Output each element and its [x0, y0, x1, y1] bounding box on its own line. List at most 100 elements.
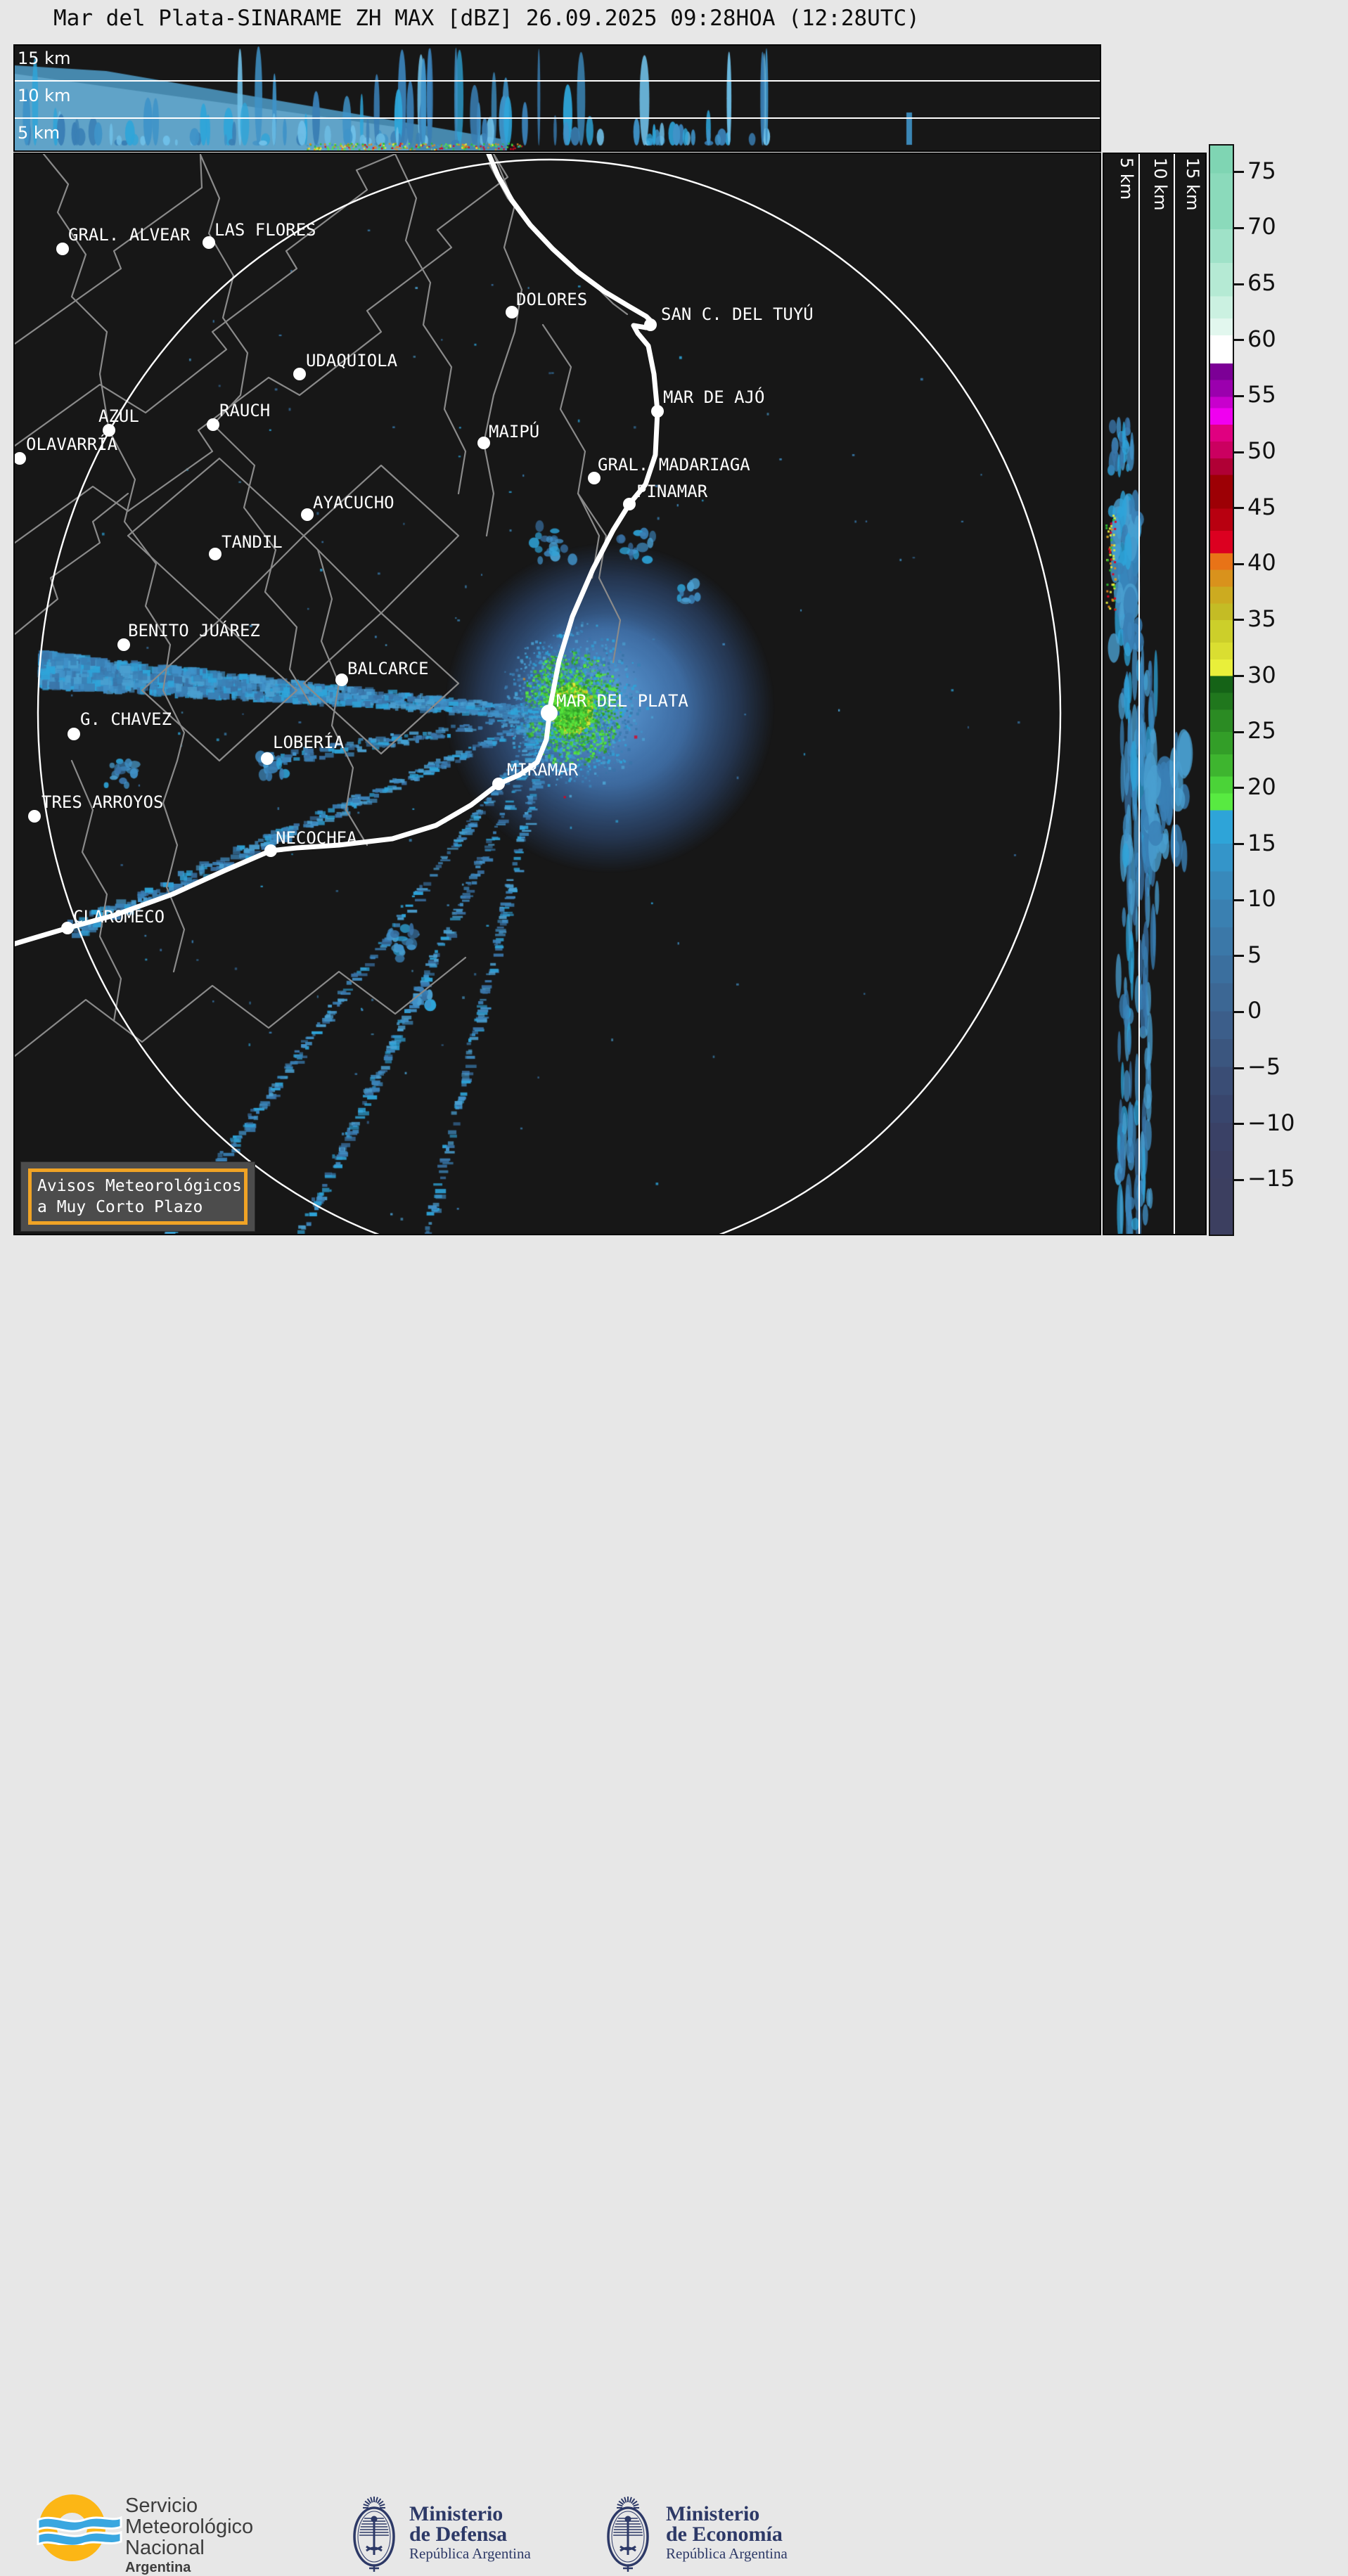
colorbar-tick-label: 5 [1247, 941, 1262, 968]
district-border [541, 323, 601, 579]
city-label: MAIPÚ [489, 420, 539, 442]
economia-logo-text: Ministerio de Economía República Argenti… [666, 2504, 788, 2563]
city-dot [207, 418, 219, 431]
colorbar-tick-label: 45 [1247, 493, 1276, 520]
right-panel-5km-line [1138, 154, 1140, 1234]
city-label: MAR DE AJÓ [663, 386, 765, 407]
city-label: UDAQUIOLA [306, 351, 398, 371]
city-label: LAS FLORES [214, 220, 316, 240]
city-dot [541, 704, 558, 721]
economia-coat-of-arms-icon [607, 2497, 649, 2572]
economia-line-1: Ministerio [666, 2502, 760, 2525]
colorbar-tick [1234, 1123, 1244, 1126]
top-panel-label-15km: 15 km [18, 49, 71, 68]
smn-line-2: Meteorológico [125, 2516, 254, 2538]
top-panel-10km-line [15, 80, 1100, 82]
colorbar-tick [1234, 843, 1244, 845]
top-panel-label-5km: 5 km [18, 123, 60, 143]
city-dot [103, 424, 115, 437]
defensa-line-1: Ministerio [409, 2502, 503, 2525]
colorbar-tick-label: 65 [1247, 269, 1276, 297]
right-cross-section-panel: 5 km 10 km 15 km [1103, 153, 1207, 1235]
smn-line-1: Servicio [125, 2494, 198, 2517]
colorbar-tick [1234, 562, 1244, 565]
district-border [15, 154, 397, 447]
colorbar-tick-label: −10 [1247, 1109, 1295, 1136]
city-label: BENITO JUÁREZ [128, 620, 260, 640]
right-panel-10km-line [1174, 154, 1175, 1234]
city-label: OLAVARRÍA [26, 434, 118, 454]
colorbar-tick-label: −5 [1247, 1053, 1281, 1081]
alert-line-1: Avisos Meteorológicos [37, 1177, 242, 1195]
colorbar-tick-label: 20 [1247, 773, 1276, 800]
city-label: TANDIL [222, 532, 283, 552]
top-cross-section-panel: 15 km 10 km 5 km [13, 44, 1101, 152]
top-panel-5km-line [15, 117, 1100, 119]
city-label: MIRAMAR [507, 760, 579, 780]
city-dot [644, 318, 657, 331]
colorbar-tick [1234, 507, 1244, 510]
city-label: GRAL. MADARIAGA [598, 455, 750, 475]
city-dot [203, 236, 215, 249]
city-dot [293, 368, 306, 380]
district-border [70, 759, 122, 1022]
district-border [15, 956, 467, 1057]
map-vector-layer: GRAL. ALVEAR LAS FLORES OLAVARRÍA AZUL RAUCH… [15, 154, 1061, 1234]
alert-line-2: a Muy Corto Plazo [37, 1198, 203, 1216]
colorbar-tick-label: 0 [1247, 997, 1262, 1024]
colorbar-tick-label: 40 [1247, 549, 1276, 577]
alert-box[interactable]: Avisos Meteorológicos a Muy Corto Plazo [20, 1161, 255, 1232]
defensa-line-2: de Defensa [409, 2523, 508, 2546]
city-label: DOLORES [516, 290, 587, 309]
dbz-colorbar [1209, 144, 1234, 1236]
district-border [212, 423, 312, 706]
city-label: GRAL. ALVEAR [68, 225, 191, 245]
colorbar-tick [1234, 283, 1244, 285]
colorbar-tick [1234, 787, 1244, 790]
city-dot [28, 810, 41, 823]
colorbar-tick [1234, 1067, 1244, 1069]
colorbar-tick-label: 25 [1247, 717, 1276, 745]
city-dot [68, 728, 80, 740]
alert-box-border: Avisos Meteorológicos a Muy Corto Plazo [28, 1168, 248, 1225]
colorbar-tick-label: 55 [1247, 381, 1276, 408]
right-panel-label-5km: 5 km [1117, 157, 1136, 200]
top-cross-section-echoes [15, 46, 1100, 150]
colorbar-tick-label: 15 [1247, 829, 1276, 856]
colorbar-tick-label: 50 [1247, 437, 1276, 465]
city-dot [588, 472, 601, 484]
colorbar-tick [1234, 451, 1244, 453]
coastline [15, 154, 660, 946]
district-border [42, 154, 110, 432]
city-label: AZUL [98, 406, 139, 426]
top-panel-label-10km: 10 km [18, 86, 71, 105]
colorbar-tick [1234, 339, 1244, 342]
city-dot [264, 844, 277, 857]
city-dot [477, 437, 490, 449]
colorbar-tick [1234, 1010, 1244, 1013]
right-panel-label-15km: 15 km [1183, 157, 1202, 211]
city-dot [492, 778, 505, 790]
city-dot [623, 498, 636, 510]
city-label: SAN C. DEL TUYÚ [661, 303, 814, 324]
city-dot [56, 243, 69, 255]
page-title: Mar del Plata-SINARAME ZH MAX [dBZ] 26.0… [53, 6, 920, 31]
city-label: CLAROMECO [73, 907, 165, 927]
smn-line-4: Argentina [125, 2560, 191, 2575]
smn-line-3: Nacional [125, 2537, 205, 2559]
city-label: AYACUCHO [313, 493, 394, 513]
city-label: RAUCH [219, 401, 270, 420]
radar-screen: { "title": "Mar del Plata-SINARAME ZH MA… [0, 6, 1348, 2575]
city-label: MAR DEL PLATA [556, 691, 688, 711]
colorbar-tick [1234, 675, 1244, 678]
colorbar-tick [1234, 955, 1244, 958]
economia-line-3: República Argentina [666, 2545, 788, 2562]
footer: Servicio Meteorológico Nacional Argentin… [0, 1239, 1348, 2575]
colorbar-tick-label: 75 [1247, 157, 1276, 184]
colorbar-tick [1234, 619, 1244, 622]
colorbar-tick-label: 10 [1247, 885, 1276, 913]
city-label: LOBERÍA [273, 732, 345, 752]
city-dot [261, 752, 274, 765]
right-cross-section-echoes [1104, 154, 1205, 1234]
district-border [108, 429, 186, 762]
